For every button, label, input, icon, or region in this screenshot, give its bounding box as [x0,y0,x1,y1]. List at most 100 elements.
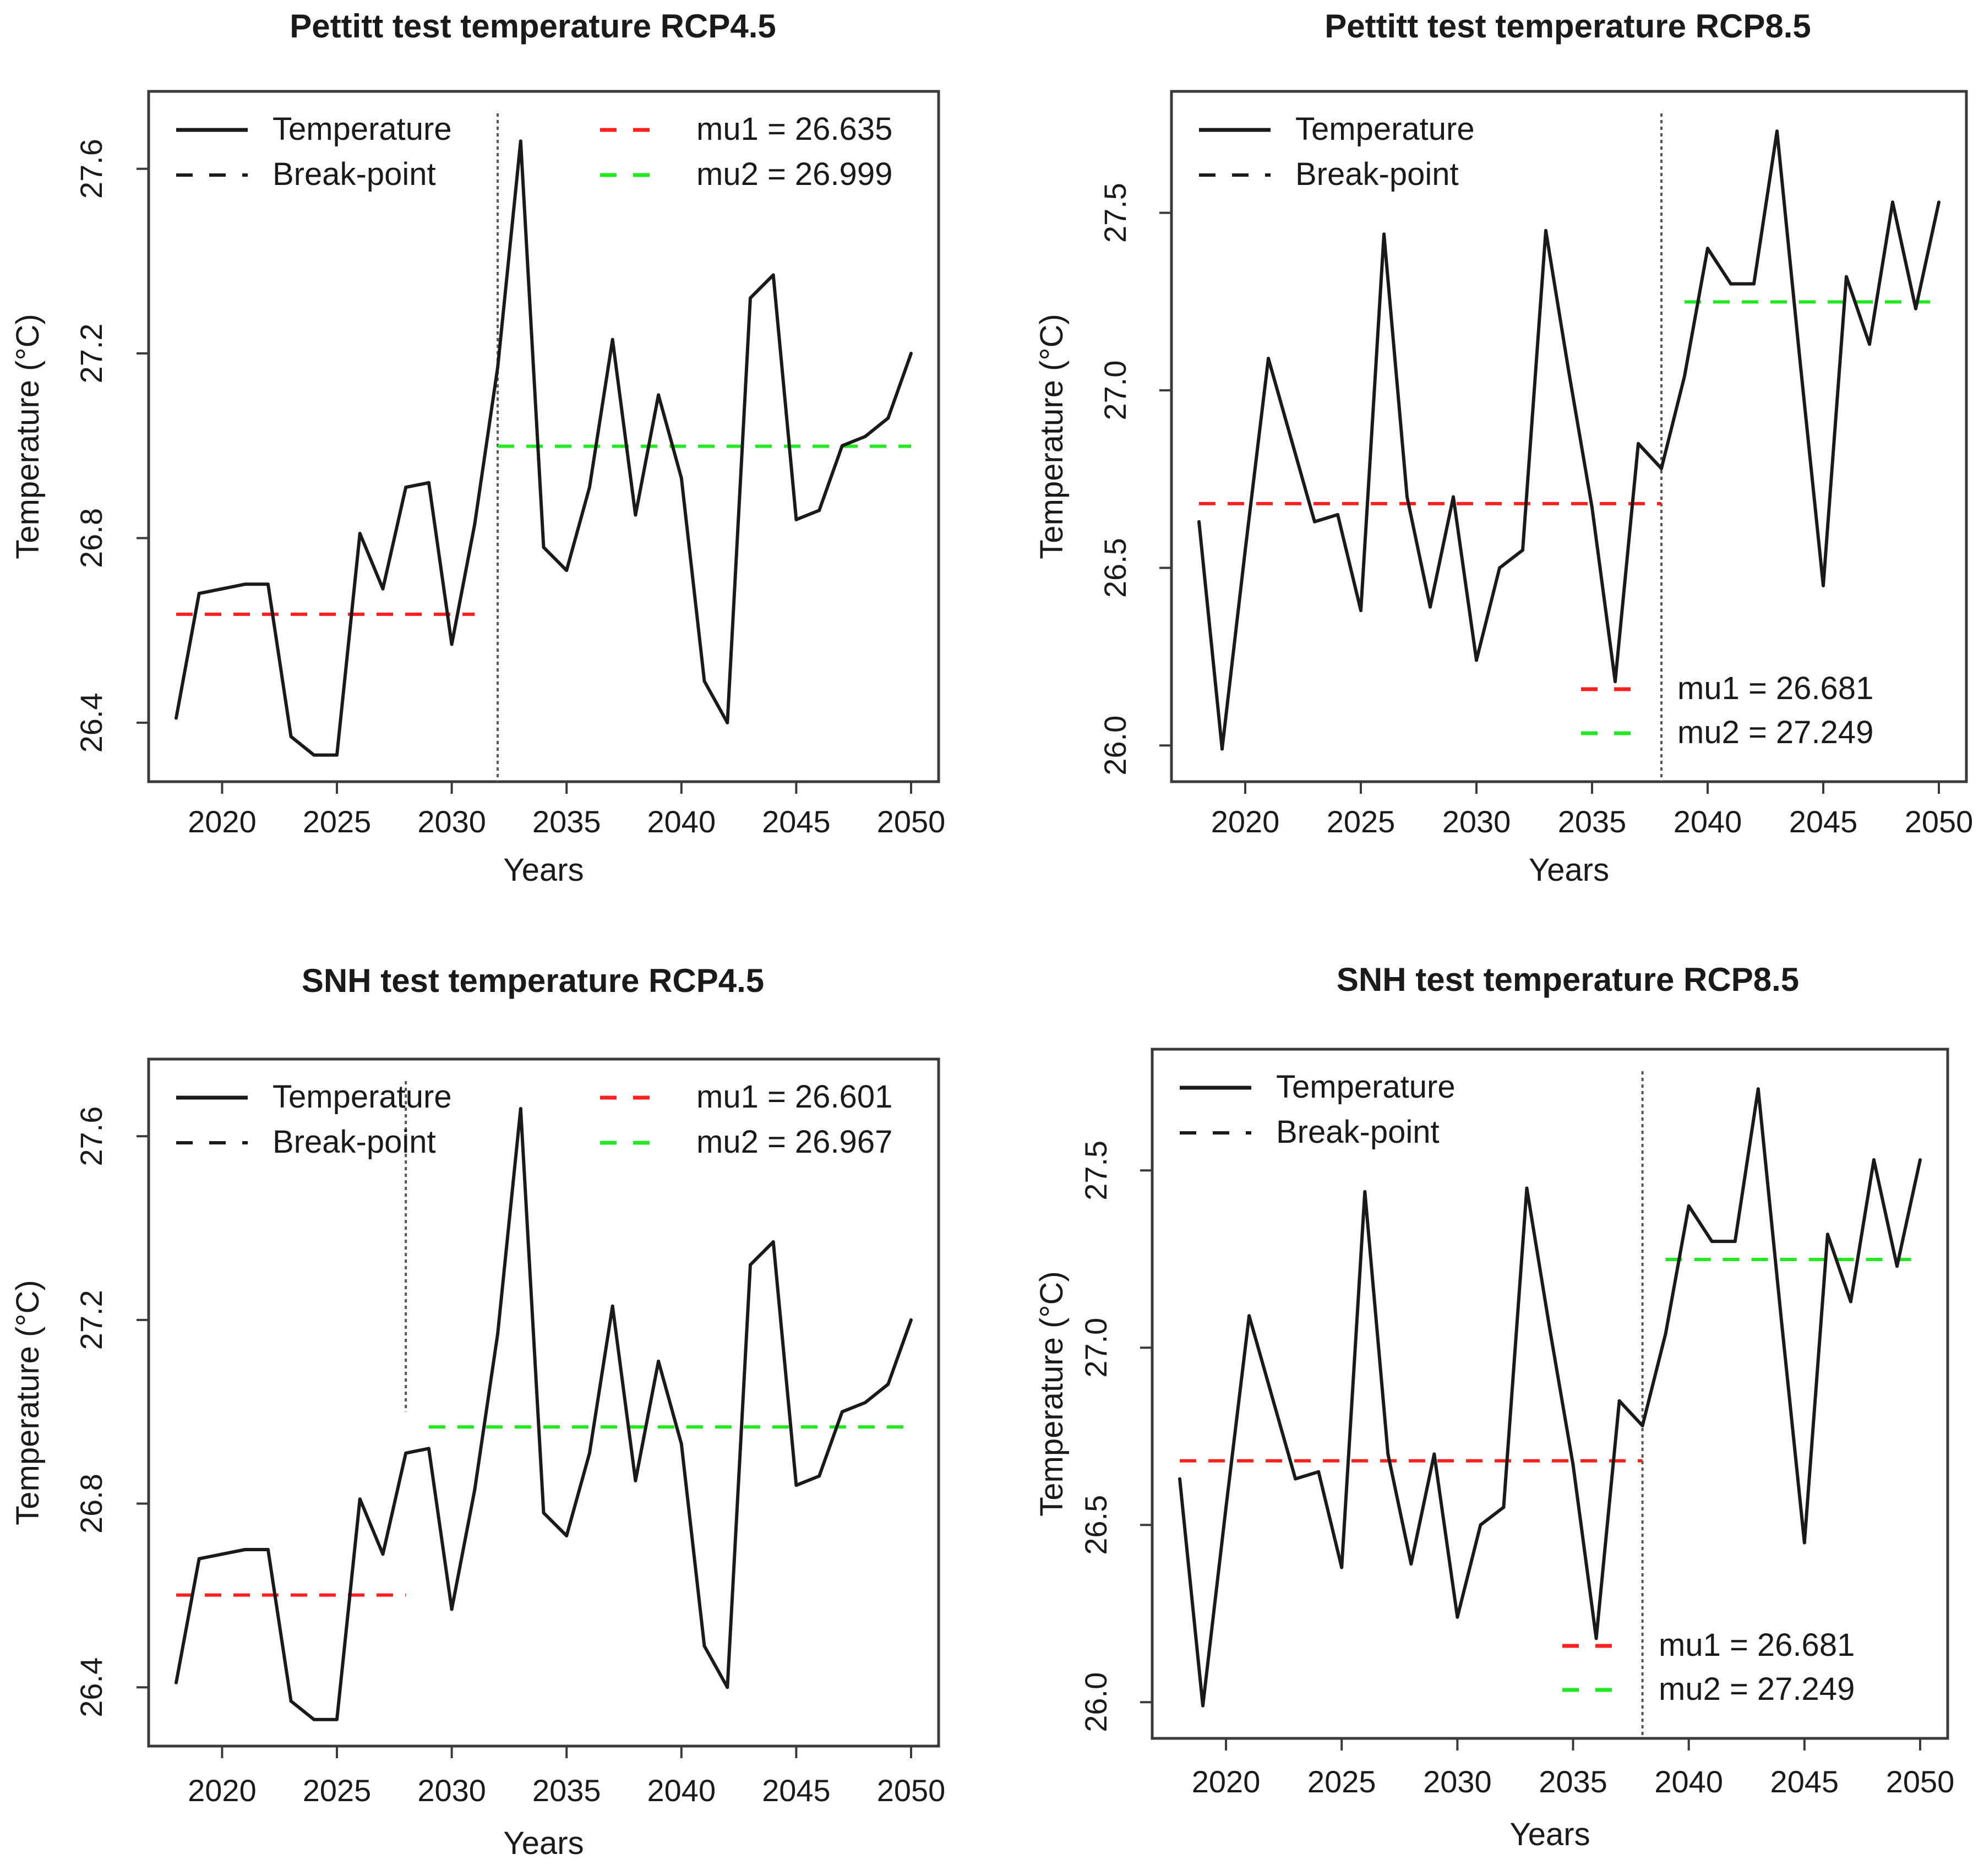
data-point-2026 [1382,232,1386,236]
data-point-2022 [1271,1395,1274,1399]
x-tick-label-2035: 2035 [532,804,601,839]
data-point-2029 [427,1447,430,1450]
data-point-2049 [886,416,890,420]
data-point-2047 [1868,342,1871,346]
y-tick-label-2: 27.0 [1078,1318,1113,1378]
x-tick-label-2045: 2045 [762,804,831,839]
data-point-2045 [794,517,798,521]
data-point-2027 [381,587,385,591]
y-tick-label-0: 26.4 [74,1657,108,1717]
data-point-2023 [289,1699,293,1703]
x-tick-label-2050: 2050 [877,804,946,839]
data-point-2032 [496,366,500,369]
data-point-2018 [175,716,178,720]
x-tick-label-2040: 2040 [1674,804,1742,839]
panel-pettitt-rcp45: Pettitt test temperature RCP4.5 2020 2025 2… [10,8,945,888]
data-point-2042 [1752,282,1756,286]
legend-breakpoint-label: Break-point [272,1124,436,1160]
plot-frame [147,1057,940,1748]
x-axis-label: Years [503,1825,584,1861]
data-point-2044 [771,1240,775,1244]
data-point-2037 [1617,1399,1621,1403]
data-point-2041 [1710,1240,1714,1244]
chart-title: SNH test temperature RCP4.5 [302,962,764,999]
chart-title: SNH test temperature RCP8.5 [1337,961,1799,998]
x-tick-label-2030: 2030 [1442,804,1511,839]
y-axis-label: Temperature (°C) [10,314,46,559]
data-point-2045 [1822,583,1825,587]
data-point-2036 [1614,680,1617,684]
data-point-2030 [1475,658,1478,662]
data-point-2050 [909,1318,913,1322]
data-point-2041 [702,679,706,683]
data-point-2035 [1590,506,1594,510]
data-point-2049 [886,1382,890,1386]
data-point-2040 [679,1442,683,1446]
data-point-2049 [1895,1264,1899,1268]
data-point-2041 [1729,282,1732,286]
data-point-2033 [1544,228,1547,232]
data-point-2025 [335,753,339,757]
data-point-2039 [1683,374,1686,378]
x-tick-label-2030: 2030 [1423,1764,1492,1799]
x-tick-label-2040: 2040 [1654,1764,1723,1799]
data-point-2043 [1775,129,1779,133]
x-tick-label-2020: 2020 [1211,804,1280,839]
x-tick-label-2030: 2030 [417,804,486,839]
y-axis-label: Temperature (°C) [1034,1271,1070,1516]
legend-mu1-label: mu1 = 26.681 [1677,670,1873,706]
x-tick-label-2040: 2040 [647,804,716,839]
y-tick-label-0: 26.4 [74,692,108,752]
y-axis-label: Temperature (°C) [10,1280,46,1525]
data-point-2035 [565,569,569,572]
temperature-series-line [175,1107,913,1721]
y-tick-label-3: 27.5 [1078,1141,1113,1201]
data-point-2040 [1687,1204,1691,1208]
data-point-2029 [1452,495,1455,499]
data-point-2024 [1317,1470,1321,1474]
data-point-2032 [1502,1506,1506,1509]
data-point-2030 [450,642,454,646]
data-point-2038 [634,1479,637,1482]
data-point-2047 [840,444,844,448]
data-point-2026 [358,1497,362,1501]
data-point-2021 [1247,1314,1251,1318]
data-point-2023 [1294,1477,1298,1481]
data-point-2024 [312,1717,316,1721]
data-point-2020 [1244,548,1247,552]
data-point-2019 [197,592,201,596]
data-point-2040 [1706,247,1709,250]
data-point-2030 [450,1607,454,1611]
data-point-2046 [817,1474,821,1478]
data-point-2046 [817,509,821,512]
data-point-2020 [220,587,224,591]
data-point-2028 [404,1451,408,1455]
data-point-2045 [1802,1541,1806,1545]
data-point-2038 [634,513,637,517]
plot-frame [147,90,940,783]
x-tick-label-2045: 2045 [762,1773,831,1808]
data-point-2029 [427,481,430,484]
y-axis-label: Temperature (°C) [1034,314,1070,559]
data-point-2033 [1525,1186,1529,1190]
x-tick-label-2045: 2045 [1789,804,1858,839]
data-point-2026 [358,532,362,536]
data-point-2018 [175,1681,178,1684]
x-axis-label: Years [1529,852,1609,888]
x-tick-label-2035: 2035 [1539,1764,1607,1799]
data-point-2039 [657,1359,661,1363]
data-point-2049 [1914,307,1917,310]
y-tick-label-2: 27.0 [1098,361,1132,421]
chart-title: Pettitt test temperature RCP4.5 [290,8,776,45]
x-tick-label-2020: 2020 [1192,1764,1261,1799]
data-point-2025 [1359,609,1362,613]
data-point-2036 [1594,1637,1598,1640]
data-point-2034 [542,546,546,549]
x-tick-label-2025: 2025 [1327,804,1396,839]
data-point-2037 [1637,441,1640,445]
data-point-2019 [197,1557,201,1561]
legend-temperature-label: Temperature [272,1079,452,1115]
x-tick-label-2025: 2025 [303,1773,372,1808]
data-point-2030 [1456,1615,1459,1619]
x-tick-label-2045: 2045 [1770,1764,1839,1799]
